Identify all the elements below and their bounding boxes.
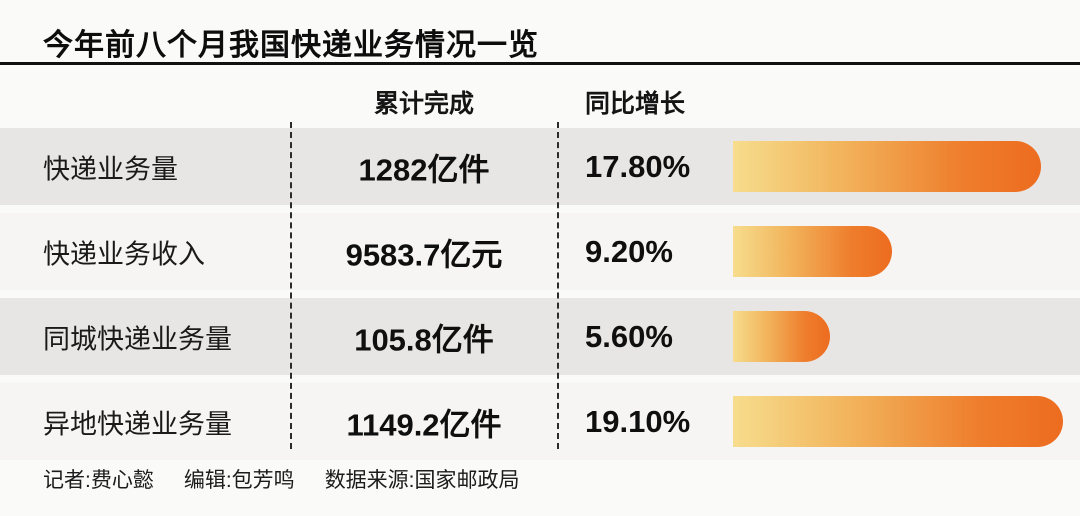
footer-reporter: 记者:费心懿 bbox=[43, 469, 154, 492]
row-label: 快递业务量 bbox=[43, 154, 178, 184]
row-label: 快递业务收入 bbox=[43, 239, 205, 269]
row-value: 1149.2亿件 bbox=[346, 407, 502, 442]
row-value: 105.8亿件 bbox=[354, 322, 494, 357]
table-row: 同城快递业务量 105.8亿件 5.60% bbox=[0, 298, 1080, 375]
row-label: 同城快递业务量 bbox=[43, 324, 232, 354]
column-header-growth: 同比增长 bbox=[585, 90, 686, 118]
row-growth-pct: 19.10% bbox=[585, 403, 691, 439]
growth-bar bbox=[733, 226, 892, 277]
footer-source: 数据来源:国家邮政局 bbox=[324, 469, 520, 492]
row-value: 9583.7亿元 bbox=[345, 237, 503, 272]
growth-bar bbox=[733, 396, 1063, 447]
footer-editor: 编辑:包芳鸣 bbox=[183, 469, 295, 492]
table-row: 快递业务量 1282亿件 17.80% bbox=[0, 128, 1080, 205]
growth-bar bbox=[733, 141, 1041, 192]
row-growth-pct: 9.20% bbox=[585, 233, 673, 269]
row-growth-pct: 17.80% bbox=[585, 148, 691, 184]
table-row: 快递业务收入 9583.7亿元 9.20% bbox=[0, 213, 1080, 290]
column-header-completed: 累计完成 bbox=[373, 90, 474, 118]
growth-bar bbox=[733, 311, 830, 362]
row-value: 1282亿件 bbox=[358, 152, 490, 187]
page-title: 今年前八个月我国快递业务情况一览 bbox=[43, 29, 539, 62]
footer-credits: 记者:费心懿 编辑:包芳鸣 数据来源:国家邮政局 bbox=[43, 464, 520, 494]
title-underline bbox=[0, 62, 1080, 65]
divider-dashed-value-growth bbox=[557, 122, 559, 449]
divider-dashed-label-value bbox=[290, 122, 292, 449]
row-growth-pct: 5.60% bbox=[585, 318, 673, 354]
row-label: 异地快递业务量 bbox=[43, 409, 232, 439]
table-row: 异地快递业务量 1149.2亿件 19.10% bbox=[0, 383, 1080, 460]
